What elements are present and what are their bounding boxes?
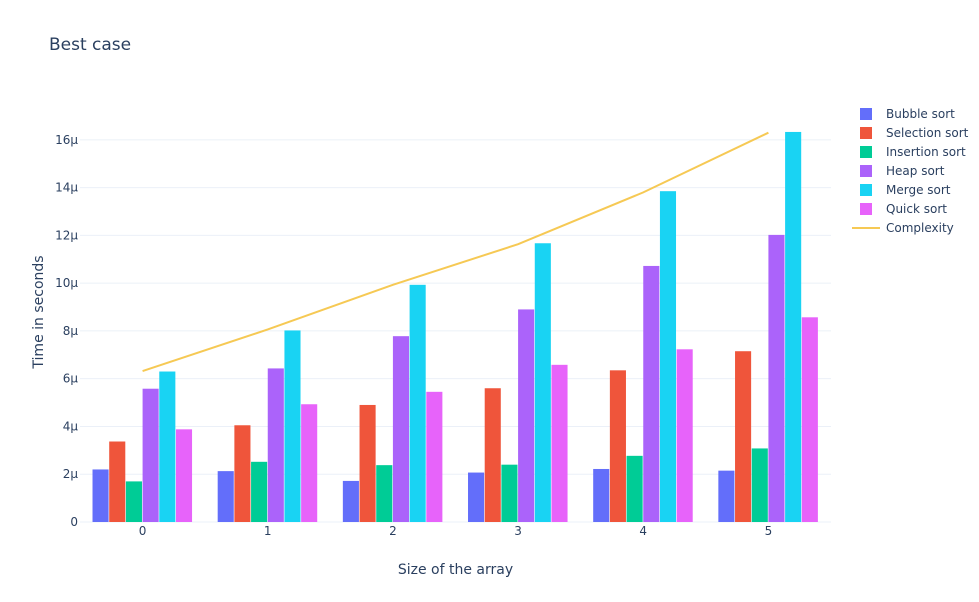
legend-item-bubble-sort[interactable]: Bubble sort	[860, 107, 955, 121]
bar-selection-sort	[234, 425, 251, 522]
y-tick-label: 10μ	[55, 276, 78, 290]
x-axis-ticks: 0 1 2 3 4 5	[139, 524, 772, 538]
bar-merge-sort	[409, 284, 426, 522]
legend-item-merge-sort[interactable]: Merge sort	[860, 183, 951, 197]
bar-bubble-sort	[92, 469, 109, 522]
legend-label: Selection sort	[886, 126, 969, 140]
bar-quick-sort	[551, 364, 568, 522]
x-tick-label: 3	[514, 524, 522, 538]
y-tick-label: 14μ	[55, 181, 78, 195]
legend-item-insertion-sort[interactable]: Insertion sort	[860, 145, 966, 159]
x-tick-label: 0	[139, 524, 147, 538]
bar-selection-sort	[484, 388, 501, 522]
legend: Bubble sort Selection sort Insertion sort H…	[852, 107, 969, 235]
y-tick-label: 6μ	[63, 372, 79, 386]
legend-label: Complexity	[886, 221, 954, 235]
bar-merge-sort	[534, 243, 551, 522]
legend-label: Quick sort	[886, 202, 947, 216]
bar-selection-sort	[359, 404, 376, 522]
y-tick-label: 2μ	[63, 467, 79, 481]
bar-insertion-sort	[626, 455, 643, 522]
bar-quick-sort	[801, 317, 818, 522]
legend-label: Merge sort	[886, 183, 951, 197]
y-tick-label: 16μ	[55, 133, 78, 147]
bar-series-group	[92, 131, 818, 522]
bar-bubble-sort	[468, 472, 485, 522]
bar-heap-sort	[768, 234, 785, 522]
bar-insertion-sort	[376, 465, 393, 522]
bar-merge-sort	[284, 330, 301, 522]
bar-insertion-sort	[501, 464, 518, 522]
line-complexity	[142, 131, 769, 372]
y-axis-ticks: 0 2μ 4μ 6μ 8μ 10μ 12μ 14μ 16μ	[55, 133, 78, 529]
line-series-group	[142, 131, 769, 372]
bar-heap-sort	[267, 368, 284, 522]
bar-heap-sort	[142, 388, 159, 522]
y-tick-label: 12μ	[55, 228, 78, 242]
bar-heap-sort	[518, 309, 535, 522]
bar-selection-sort	[735, 351, 752, 522]
bar-insertion-sort	[125, 481, 142, 522]
x-tick-label: 1	[264, 524, 272, 538]
bar-bubble-sort	[217, 471, 234, 522]
bar-merge-sort	[659, 191, 677, 522]
bar-quick-sort	[676, 349, 693, 522]
y-tick-label: 0	[70, 515, 78, 529]
legend-label: Bubble sort	[886, 107, 955, 121]
legend-item-quick-sort[interactable]: Quick sort	[860, 202, 947, 216]
bar-heap-sort	[392, 336, 410, 522]
legend-swatch	[860, 127, 872, 139]
bar-selection-sort	[109, 441, 126, 522]
bar-insertion-sort	[251, 461, 268, 522]
gridlines	[80, 139, 831, 523]
y-tick-label: 4μ	[63, 419, 79, 433]
x-axis-title: Size of the array	[398, 562, 513, 578]
x-tick-label: 4	[639, 524, 647, 538]
legend-swatch	[860, 146, 872, 158]
legend-item-complexity[interactable]: Complexity	[852, 221, 954, 235]
chart-title: Best case	[49, 35, 131, 55]
bar-insertion-sort	[751, 448, 768, 522]
legend-item-heap-sort[interactable]: Heap sort	[860, 164, 945, 178]
legend-swatch	[860, 165, 872, 177]
bar-quick-sort	[301, 404, 318, 522]
y-tick-label: 8μ	[63, 324, 79, 338]
bar-bubble-sort	[593, 468, 610, 522]
bar-quick-sort	[175, 429, 193, 522]
x-tick-label: 2	[389, 524, 397, 538]
y-axis-title: Time in seconds	[31, 255, 47, 369]
bar-selection-sort	[609, 370, 626, 522]
legend-swatch	[860, 108, 872, 120]
legend-label: Heap sort	[886, 164, 945, 178]
legend-swatch	[860, 184, 872, 196]
bar-merge-sort	[159, 371, 176, 522]
x-tick-label: 5	[765, 524, 773, 538]
legend-label: Insertion sort	[886, 145, 966, 159]
bar-bubble-sort	[718, 470, 735, 522]
bar-bubble-sort	[342, 480, 359, 522]
bar-merge-sort	[785, 131, 802, 522]
bar-quick-sort	[426, 391, 443, 522]
legend-item-selection-sort[interactable]: Selection sort	[860, 126, 969, 140]
legend-swatch	[860, 203, 872, 215]
bar-heap-sort	[643, 265, 660, 522]
